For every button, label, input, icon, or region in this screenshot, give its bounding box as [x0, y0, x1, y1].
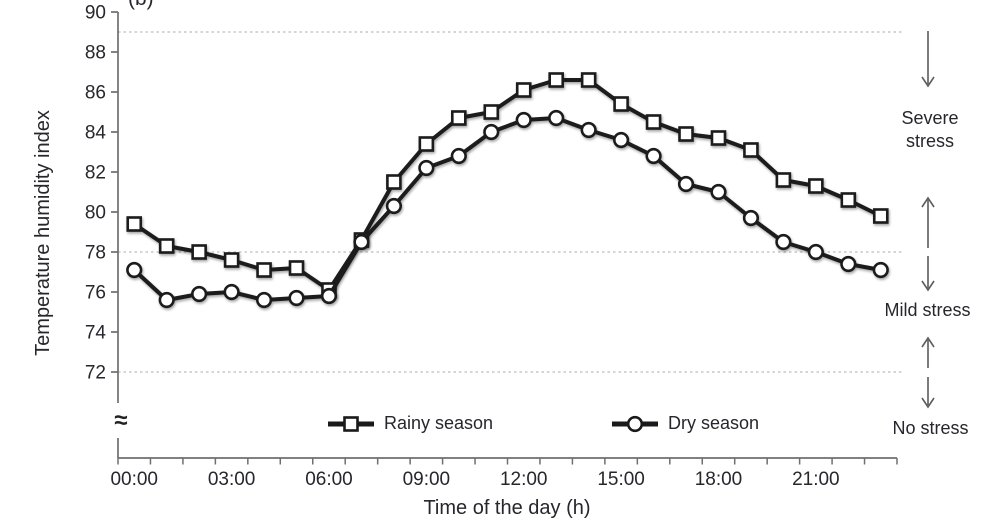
dry-season-marker-icon	[612, 415, 658, 432]
square-data-marker	[613, 96, 629, 112]
square-data-marker	[743, 142, 759, 158]
square-data-marker	[872, 208, 889, 224]
circle-data-marker	[548, 109, 565, 127]
circle-data-marker	[483, 123, 500, 141]
y-tick-label: 78	[85, 243, 106, 264]
square-data-marker	[710, 130, 727, 146]
square-data-marker	[775, 172, 792, 188]
y-tick-label: 76	[85, 283, 106, 304]
legend-label-dry-season: Dry season	[668, 413, 760, 433]
annotation-mild-stress: Mild stress	[884, 300, 971, 320]
square-data-marker	[386, 174, 402, 190]
x-tick-label: 03:00	[208, 469, 256, 490]
x-tick-label: 00:00	[110, 469, 158, 490]
mild-stress-arrow-up-icon-head	[921, 196, 935, 208]
circle-data-marker	[872, 261, 889, 279]
square-data-marker	[158, 238, 175, 254]
circle-data-marker	[450, 147, 467, 165]
series-line	[133, 78, 882, 292]
square-data-marker	[418, 136, 435, 152]
annotation-severe-stress: Severe stress	[901, 108, 959, 152]
square-data-marker	[126, 216, 143, 232]
square-data-marker	[645, 114, 662, 130]
legend-label-rainy-season: Rainy season	[384, 413, 494, 433]
circle-data-marker	[677, 175, 695, 193]
circle-data-marker	[775, 233, 792, 251]
x-tick-label: 09:00	[403, 469, 451, 490]
panel-label: (b)	[128, 0, 154, 11]
square-data-marker	[808, 178, 824, 194]
square-data-marker	[515, 82, 532, 98]
circle-data-marker	[580, 121, 597, 139]
circle-data-marker	[613, 131, 630, 149]
y-tick-label: 72	[85, 363, 106, 384]
y-axis-break-symbol: ≈	[114, 407, 127, 434]
x-axis-title: Time of the day (h)	[423, 497, 591, 519]
series-line	[132, 116, 882, 302]
annotation-no-stress: No stress	[892, 418, 969, 438]
circle-data-marker	[288, 289, 305, 307]
square-data-marker	[548, 72, 564, 88]
circle-data-marker	[710, 183, 727, 201]
circle-data-marker	[645, 147, 662, 165]
series-rainy-season	[126, 72, 889, 298]
square-data-marker	[483, 104, 500, 120]
square-data-marker	[288, 260, 305, 276]
circle-data-marker	[385, 197, 402, 215]
rainy-season-marker-icon	[328, 415, 374, 432]
y-tick-label: 80	[85, 203, 106, 224]
circle-data-marker	[126, 261, 143, 279]
square-data-marker	[223, 252, 240, 268]
y-axis-title: Temperature humidity index	[32, 110, 54, 356]
x-tick-label: 15:00	[597, 469, 645, 490]
circle-data-marker	[158, 291, 175, 309]
y-tick-label: 74	[85, 323, 107, 344]
circle-data-marker	[515, 111, 532, 129]
square-data-marker	[191, 244, 207, 260]
circle-data-marker	[807, 243, 824, 261]
square-data-marker	[840, 192, 857, 208]
no-stress-arrow-down-icon-head	[921, 397, 935, 409]
circle-data-marker	[320, 287, 338, 305]
severe-stress-arrow-down-icon-head	[921, 76, 935, 88]
x-tick-label: 21:00	[792, 469, 840, 490]
legend-item-rainy-season: Rainy season	[327, 413, 493, 434]
y-tick-label: 84	[85, 123, 107, 144]
x-tick-label: 12:00	[500, 469, 548, 490]
circle-data-marker	[255, 291, 273, 309]
circle-data-marker	[418, 159, 435, 177]
y-tick-label: 86	[85, 83, 106, 104]
no-stress-arrow-up-icon-head	[921, 336, 935, 348]
square-data-marker	[580, 72, 597, 88]
y-tick-label: 88	[85, 43, 106, 64]
y-tick-label: 90	[85, 3, 106, 24]
x-tick-label: 18:00	[695, 469, 743, 490]
mild-stress-arrow-down-icon-head	[921, 280, 935, 292]
y-tick-label: 82	[85, 163, 106, 184]
legend-item-dry-season: Dry season	[611, 413, 759, 434]
series-dry-season	[126, 109, 889, 309]
circle-data-marker	[742, 209, 760, 227]
square-data-marker	[256, 262, 272, 278]
x-tick-label: 06:00	[305, 469, 353, 490]
square-data-marker	[451, 110, 467, 126]
square-data-marker	[678, 126, 694, 142]
circle-data-marker	[840, 255, 857, 273]
circle-data-marker	[353, 233, 370, 251]
circle-data-marker	[191, 285, 208, 303]
circle-data-marker	[223, 283, 240, 301]
